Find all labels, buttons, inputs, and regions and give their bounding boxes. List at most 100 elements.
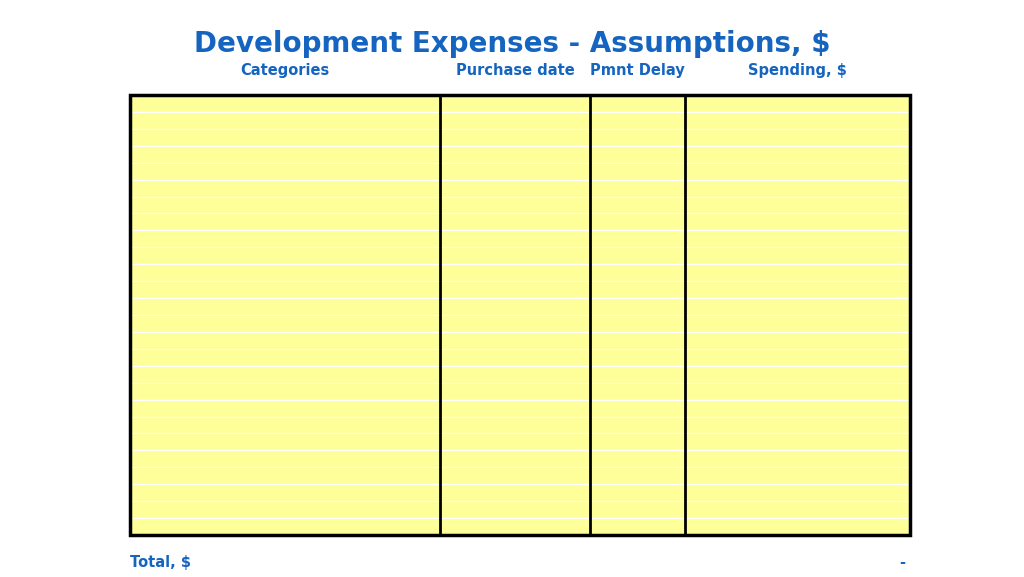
Bar	[590, 366, 685, 383]
Bar	[590, 417, 685, 433]
Bar	[590, 112, 685, 129]
Bar	[685, 383, 910, 400]
Bar	[685, 163, 910, 179]
Bar	[440, 248, 590, 264]
Bar	[590, 213, 685, 230]
Bar	[130, 518, 440, 535]
Bar	[590, 281, 685, 298]
Bar	[130, 467, 440, 484]
Bar	[590, 451, 685, 467]
Bar	[685, 248, 910, 264]
Bar	[685, 417, 910, 433]
Text: Total, $: Total, $	[130, 555, 191, 570]
Bar	[590, 230, 685, 248]
Bar	[685, 298, 910, 315]
Bar	[130, 400, 440, 417]
Bar	[590, 332, 685, 349]
Bar	[440, 163, 590, 179]
Text: Pmnt Delay: Pmnt Delay	[590, 63, 685, 78]
Bar	[130, 179, 440, 197]
Bar	[685, 433, 910, 451]
Bar	[440, 366, 590, 383]
Bar	[440, 433, 590, 451]
Bar	[130, 146, 440, 163]
Bar	[130, 95, 910, 535]
Bar	[440, 400, 590, 417]
Bar	[590, 298, 685, 315]
Bar	[440, 467, 590, 484]
Bar	[685, 95, 910, 112]
Bar	[130, 213, 440, 230]
Bar	[590, 163, 685, 179]
Bar	[130, 349, 440, 366]
Bar	[685, 349, 910, 366]
Bar	[130, 298, 440, 315]
Bar	[590, 146, 685, 163]
Bar	[130, 484, 440, 501]
Bar	[590, 179, 685, 197]
Bar	[685, 501, 910, 518]
Bar	[590, 467, 685, 484]
Bar	[685, 366, 910, 383]
Bar	[590, 349, 685, 366]
Bar	[685, 484, 910, 501]
Bar	[440, 332, 590, 349]
Bar	[440, 95, 590, 112]
Bar	[685, 467, 910, 484]
Bar	[590, 315, 685, 332]
Bar	[685, 230, 910, 248]
Bar	[685, 518, 910, 535]
Text: Spending, $: Spending, $	[749, 63, 847, 78]
Bar	[440, 281, 590, 298]
Bar	[440, 501, 590, 518]
Bar	[130, 163, 440, 179]
Bar	[130, 197, 440, 213]
Bar	[440, 129, 590, 146]
Bar	[130, 281, 440, 298]
Text: -: -	[899, 555, 905, 570]
Bar	[590, 129, 685, 146]
Bar	[440, 213, 590, 230]
Bar	[130, 417, 440, 433]
Bar	[130, 248, 440, 264]
Bar	[685, 112, 910, 129]
Bar	[590, 383, 685, 400]
Bar	[685, 400, 910, 417]
Bar	[440, 484, 590, 501]
Bar	[130, 433, 440, 451]
Bar	[130, 112, 440, 129]
Bar	[590, 264, 685, 281]
Bar	[440, 518, 590, 535]
Bar	[130, 383, 440, 400]
Bar	[590, 484, 685, 501]
Bar	[130, 332, 440, 349]
Bar	[130, 501, 440, 518]
Bar	[685, 213, 910, 230]
Bar	[685, 281, 910, 298]
Bar	[130, 264, 440, 281]
Bar	[130, 366, 440, 383]
Bar	[440, 349, 590, 366]
Bar	[440, 230, 590, 248]
Bar	[590, 400, 685, 417]
Bar	[590, 433, 685, 451]
Bar	[440, 383, 590, 400]
Bar	[685, 197, 910, 213]
Bar	[590, 248, 685, 264]
Bar	[440, 264, 590, 281]
Bar	[130, 315, 440, 332]
Bar	[440, 451, 590, 467]
Bar	[440, 417, 590, 433]
Text: Development Expenses - Assumptions, $: Development Expenses - Assumptions, $	[194, 30, 830, 58]
Bar	[440, 112, 590, 129]
Bar	[590, 197, 685, 213]
Bar	[590, 95, 685, 112]
Bar	[440, 179, 590, 197]
Text: Categories: Categories	[241, 63, 330, 78]
Bar	[440, 298, 590, 315]
Bar	[440, 315, 590, 332]
Bar	[130, 451, 440, 467]
Bar	[130, 230, 440, 248]
Bar	[685, 264, 910, 281]
Bar	[130, 95, 440, 112]
